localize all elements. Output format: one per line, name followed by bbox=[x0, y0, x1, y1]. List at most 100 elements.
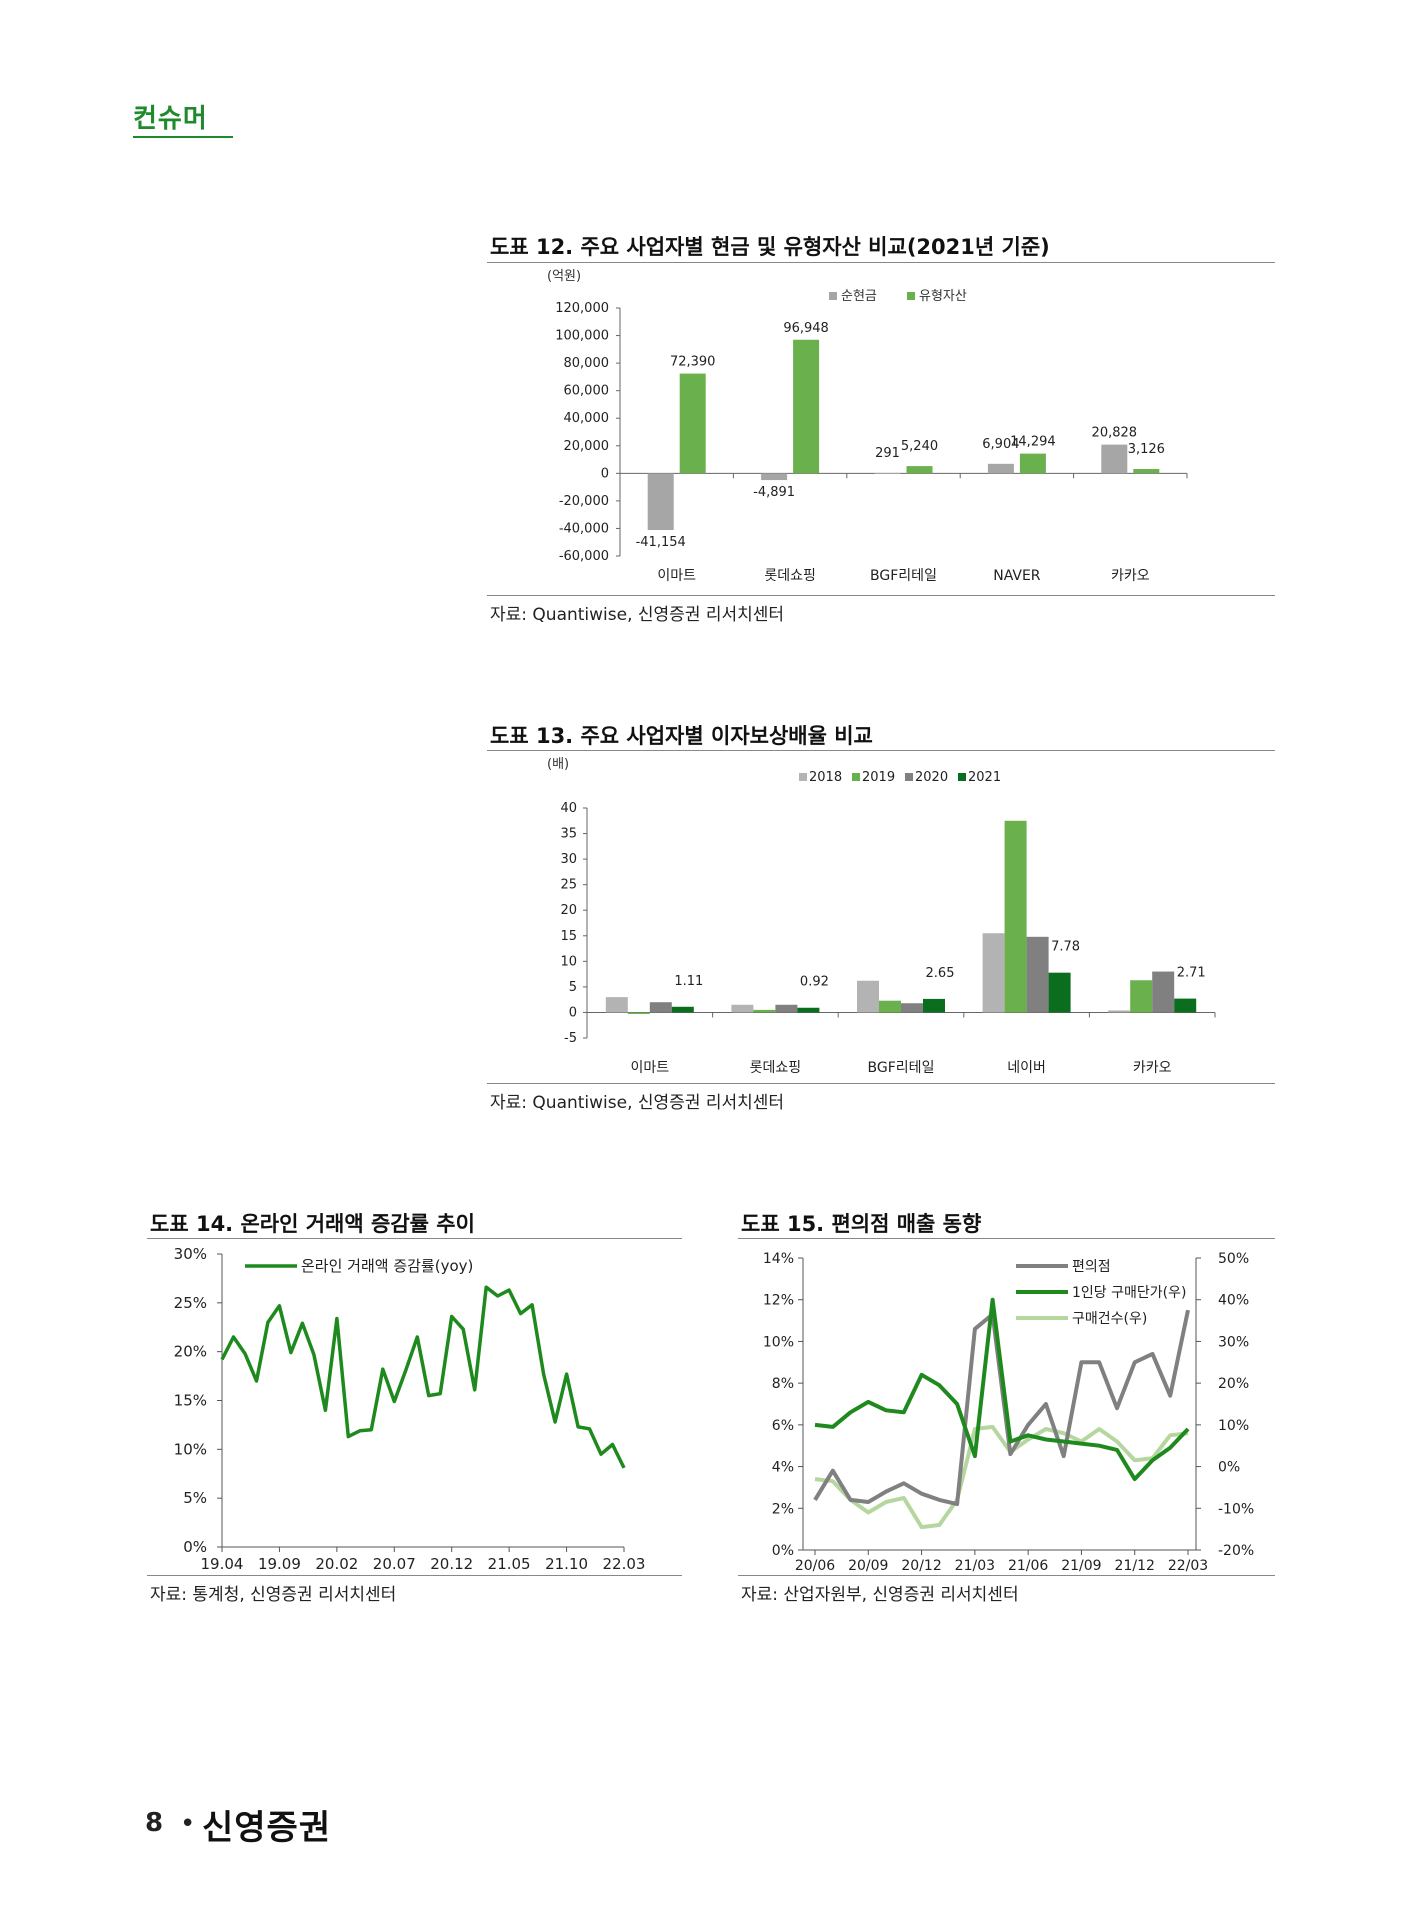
fig14-xtick-label: 20.02 bbox=[315, 1555, 358, 1573]
fig13-bar-2021 bbox=[1048, 972, 1071, 1013]
fig12-source: 자료: Quantiwise, 신영증권 리서치센터 bbox=[490, 605, 785, 625]
fig15-ytick-right-label: 10% bbox=[1218, 1418, 1249, 1434]
fig13-chart: (배) 40 35 30 25 20 15 10 5 0 -5 이마트 1.11 롯데쇼핑 0.92 BGF리… bbox=[547, 757, 1216, 1076]
fig14-top-rule bbox=[147, 1238, 682, 1239]
fig13-bar-2019 bbox=[1004, 820, 1027, 1013]
fig14-xtick-label: 20.12 bbox=[430, 1555, 473, 1573]
fig13-ytick-label: 5 bbox=[569, 980, 577, 995]
fig15-ytick-right-label: 20% bbox=[1218, 1376, 1249, 1392]
fig13-bar-2020 bbox=[775, 1004, 798, 1013]
fig13-source: 자료: Quantiwise, 신영증권 리서치센터 bbox=[490, 1093, 785, 1113]
fig12-data-label: 96,948 bbox=[783, 321, 829, 336]
fig13-bar-2021 bbox=[1174, 998, 1197, 1013]
fig15-series-line bbox=[814, 1424, 1189, 1530]
fig12-category-label: 롯데쇼핑 bbox=[764, 568, 816, 584]
fig12-ytick-label: 120,000 bbox=[555, 301, 609, 316]
fig12-bar-tangible bbox=[1133, 469, 1160, 474]
fig13-legend-swatch bbox=[958, 773, 966, 781]
fig12-bar-tangible bbox=[906, 466, 933, 474]
fig12-category-label: BGF리테일 bbox=[870, 568, 937, 584]
section-underline bbox=[133, 136, 233, 138]
fig12-ytick-label: -20,000 bbox=[559, 494, 609, 509]
fig12-data-label: 291 bbox=[875, 446, 900, 461]
fig13-data-label: 2.71 bbox=[1177, 966, 1206, 981]
fig15-ytick-left-label: 4% bbox=[772, 1460, 794, 1476]
fig13-legend-label: 2021 bbox=[968, 770, 1001, 785]
fig12-legend-label: 순현금 bbox=[841, 289, 877, 304]
fig13-bottom-rule bbox=[487, 1083, 1275, 1084]
fig12-data-label: -4,891 bbox=[753, 485, 795, 500]
fig14-ytick-label: 15% bbox=[174, 1392, 207, 1410]
fig12-legend-label: 유형자산 bbox=[919, 289, 967, 304]
fig13-top-rule bbox=[487, 750, 1275, 751]
fig15-xtick-label: 21/12 bbox=[1115, 1558, 1155, 1573]
fig14-xtick-label: 21.10 bbox=[545, 1555, 588, 1573]
fig12-ytick-label: 60,000 bbox=[564, 384, 610, 399]
fig13-bar-2019 bbox=[879, 1000, 901, 1013]
fig15-legend-label: 1인당 구매단가(우) bbox=[1072, 1285, 1186, 1301]
fig14-ytick-label: 25% bbox=[174, 1294, 207, 1312]
fig13-bar-2019 bbox=[753, 1009, 776, 1013]
fig15-top-rule bbox=[738, 1238, 1275, 1239]
fig13-bar-2018 bbox=[605, 997, 628, 1013]
fig13-ytick-label: 15 bbox=[560, 929, 577, 944]
fig13-ytick-label: -5 bbox=[564, 1031, 577, 1046]
fig12-data-label: 20,828 bbox=[1092, 426, 1138, 441]
fig15-xtick-label: 22/03 bbox=[1168, 1558, 1208, 1573]
fig13-legend-swatch bbox=[799, 773, 807, 781]
fig13-category-label: 카카오 bbox=[1133, 1060, 1172, 1076]
fig12-bottom-rule bbox=[487, 595, 1275, 596]
fig13-legend-label: 2020 bbox=[915, 770, 948, 785]
fig14-series-line bbox=[220, 1285, 626, 1469]
fig14-ytick-label: 10% bbox=[174, 1440, 207, 1458]
fig13-bar-2019 bbox=[627, 1012, 650, 1014]
fig12-category-label: NAVER bbox=[993, 568, 1041, 584]
fig15-ytick-left-label: 6% bbox=[772, 1418, 794, 1434]
fig12-legend-swatch bbox=[907, 292, 915, 300]
fig12-ytick-label: 20,000 bbox=[564, 439, 610, 454]
footer-brand-logo: 신영증권 bbox=[202, 1808, 332, 1848]
fig15-ytick-left-label: 8% bbox=[772, 1376, 794, 1392]
fig13-data-label: 2.65 bbox=[926, 966, 955, 981]
fig12-bar-cash bbox=[647, 473, 674, 531]
fig12-ytick-label: 80,000 bbox=[564, 356, 610, 371]
fig15-xtick-label: 21/03 bbox=[955, 1558, 995, 1573]
fig13-bar-2020 bbox=[901, 1003, 923, 1013]
fig12-legend-swatch bbox=[829, 292, 837, 300]
section-tag: 컨슈머 bbox=[133, 104, 208, 134]
fig15-xtick-label: 20/09 bbox=[848, 1558, 888, 1573]
fig15-xtick-label: 20/06 bbox=[795, 1558, 835, 1573]
footer-bullet: • bbox=[180, 1809, 196, 1839]
fig13-ytick-label: 35 bbox=[560, 827, 577, 842]
fig13-bar-2018 bbox=[1108, 1010, 1131, 1013]
fig13-ytick-label: 30 bbox=[560, 852, 577, 867]
fig15-ytick-left-label: 10% bbox=[763, 1334, 794, 1350]
fig14-title: 도표 14. 온라인 거래액 증감률 추이 bbox=[150, 1212, 475, 1236]
fig12-bar-tangible bbox=[679, 373, 706, 474]
fig13-ytick-label: 20 bbox=[560, 903, 577, 918]
fig14-ytick-label: 0% bbox=[183, 1538, 207, 1556]
fig15-legend-label: 구매건수(우) bbox=[1072, 1311, 1147, 1327]
fig14-ytick-label: 20% bbox=[174, 1343, 207, 1361]
fig15-ytick-right-label: 50% bbox=[1218, 1251, 1249, 1267]
fig12-bar-cash bbox=[1101, 444, 1128, 474]
fig13-bar-2021 bbox=[923, 998, 945, 1013]
fig12-chart: (억원) 120,000 100,000 80,000 60,000 40,000 20,0… bbox=[547, 269, 1188, 584]
fig14-legend-label: 온라인 거래액 증감률(yoy) bbox=[301, 1257, 473, 1275]
fig15-series-line bbox=[814, 1297, 1190, 1482]
fig14-ytick-label: 30% bbox=[174, 1245, 207, 1263]
fig13-bar-2018 bbox=[731, 1004, 754, 1013]
fig14-xtick-label: 19.04 bbox=[201, 1555, 244, 1573]
fig14-source: 자료: 통계청, 신영증권 리서치센터 bbox=[150, 1585, 397, 1605]
fig13-ytick-label: 10 bbox=[560, 954, 577, 969]
fig12-unit-label: (억원) bbox=[547, 269, 581, 284]
fig14-xtick-label: 19.09 bbox=[258, 1555, 301, 1573]
fig15-title: 도표 15. 편의점 매출 동향 bbox=[741, 1212, 982, 1236]
fig12-title: 도표 12. 주요 사업자별 현금 및 유형자산 비교(2021년 기준) bbox=[490, 235, 1050, 259]
fig12-data-label: 6,904 bbox=[982, 437, 1019, 452]
fig12-data-label: -41,154 bbox=[636, 535, 686, 550]
fig12-bar-tangible bbox=[793, 339, 820, 474]
fig15-ytick-right-label: 40% bbox=[1218, 1293, 1249, 1309]
fig13-category-label: BGF리테일 bbox=[868, 1060, 935, 1076]
fig12-data-label: 14,294 bbox=[1010, 435, 1056, 450]
